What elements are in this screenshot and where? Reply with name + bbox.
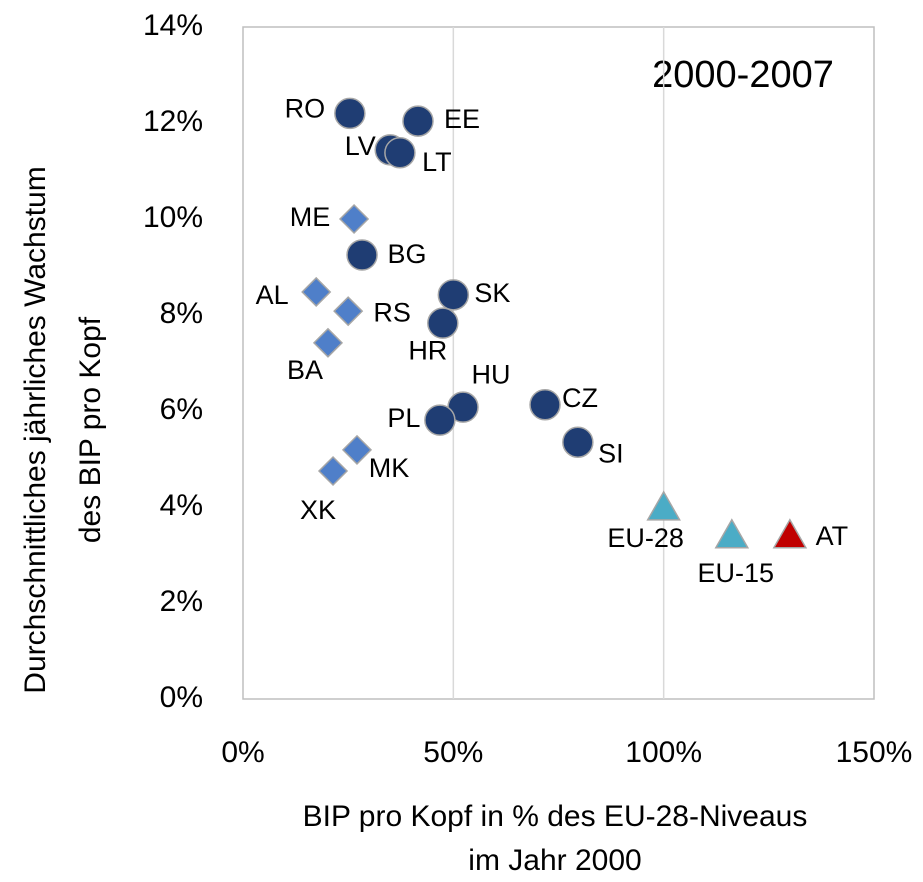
point-label: MK [369, 453, 410, 483]
point [424, 404, 456, 436]
x-tick-label: 150% [836, 736, 913, 769]
point-label: AL [256, 280, 289, 310]
point [772, 518, 808, 549]
point-label: PL [387, 403, 420, 433]
point [338, 203, 370, 235]
y-tick-label: 14% [143, 9, 203, 42]
x-tick-label: 100% [625, 736, 702, 769]
point [402, 105, 434, 137]
point [341, 434, 373, 465]
annotation: 2000-2007 [652, 54, 834, 96]
x-tick-label: 0% [221, 736, 264, 769]
point [437, 279, 470, 311]
point-label: XK [300, 495, 336, 525]
point-label: EE [444, 104, 480, 134]
y-axis-label: Durchschnittliches jährliches Wachstum [19, 166, 52, 693]
point-label: ME [290, 202, 331, 232]
point-label: BG [388, 239, 427, 269]
point-label: AT [816, 521, 849, 551]
point [646, 490, 681, 521]
point-label: RS [373, 297, 411, 327]
point-label: BA [287, 355, 323, 385]
point-label: LT [422, 147, 452, 177]
point [317, 455, 349, 487]
point-label: RO [285, 94, 326, 124]
y-tick-label: 6% [160, 393, 203, 426]
point-label: HR [408, 335, 447, 365]
x-axis-label: im Jahr 2000 [468, 844, 641, 877]
point [346, 239, 378, 271]
y-tick-label: 4% [160, 489, 203, 522]
plot-area [242, 26, 875, 700]
y-tick-label: 12% [143, 105, 203, 138]
point [427, 307, 459, 339]
point [562, 426, 594, 458]
point-label: HU [472, 359, 511, 389]
point-label: EU-15 [698, 558, 775, 588]
y-axis-label: des BIP pro Kopf [74, 316, 107, 543]
y-tick-label: 2% [160, 585, 203, 618]
y-tick-label: 0% [160, 681, 203, 714]
x-tick-label: 50% [423, 736, 483, 769]
point [333, 296, 364, 327]
point [384, 137, 416, 169]
y-tick-label: 10% [143, 201, 203, 234]
y-tick-label: 8% [160, 297, 203, 330]
point-label: SI [598, 438, 624, 468]
point [301, 276, 332, 308]
point-label: LV [345, 131, 376, 161]
point-label: SK [474, 278, 510, 308]
point-label: EU-28 [607, 523, 684, 553]
point [312, 327, 344, 358]
point-label: CZ [562, 383, 598, 413]
point [714, 518, 750, 549]
point [529, 389, 561, 421]
point [334, 97, 366, 130]
x-axis-label: BIP pro Kopf in % des EU-28-Niveaus [303, 800, 808, 833]
